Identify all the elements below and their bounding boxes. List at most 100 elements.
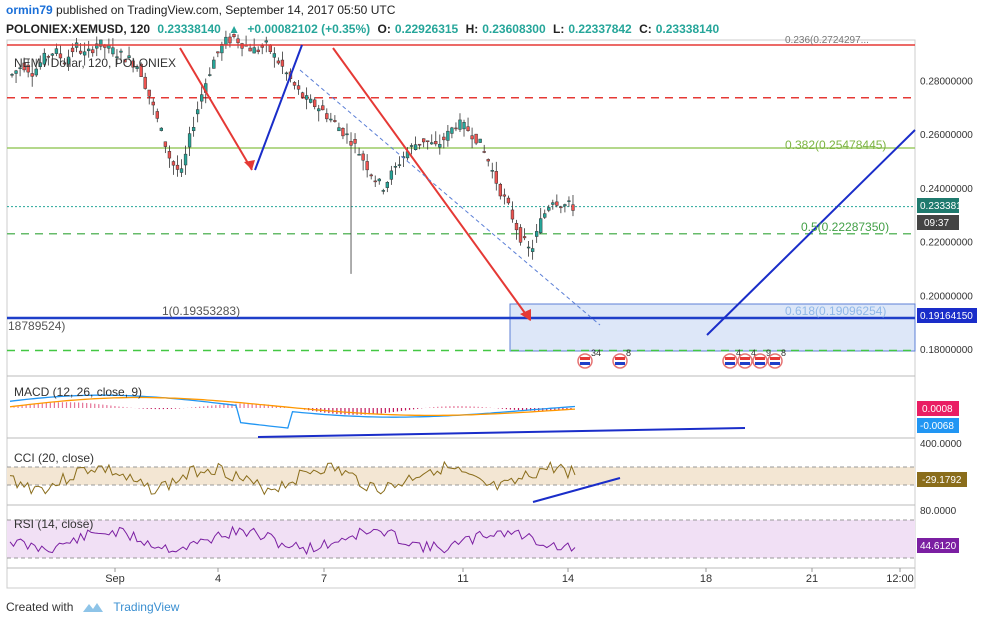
candle-body xyxy=(462,122,466,130)
x-tick-label: 7 xyxy=(321,573,327,585)
candle-body xyxy=(530,248,535,252)
candle-body xyxy=(365,161,369,171)
macd-signal: -0.0068 xyxy=(920,421,954,432)
x-axis: Sep 4 7 11 14 18 21 12:00 xyxy=(105,568,914,585)
candle-body xyxy=(563,204,567,207)
candle-body xyxy=(280,59,285,67)
arrow-head xyxy=(520,309,531,321)
candle-body xyxy=(260,45,264,48)
candle-body xyxy=(50,53,55,56)
candle-body xyxy=(397,164,402,166)
candle-body xyxy=(526,246,531,249)
event-count: 4 xyxy=(751,348,756,358)
fib-618-label: 0.618(0.19096254) xyxy=(785,304,886,318)
y-tick-label: 0.22000000 xyxy=(920,238,973,249)
candle-body xyxy=(252,47,256,54)
candle-body xyxy=(151,101,155,106)
candle-body xyxy=(478,138,482,143)
flag-stripe xyxy=(770,362,780,365)
macd-value: 0.0008 xyxy=(922,404,953,415)
macd-panel xyxy=(9,394,576,429)
candle-body xyxy=(337,127,341,132)
candle-body xyxy=(42,52,46,65)
x-tick-label: 21 xyxy=(806,573,818,585)
candle-body xyxy=(321,105,325,111)
x-tick-label: 4 xyxy=(215,573,221,585)
candle-body xyxy=(446,130,450,141)
rsi-line xyxy=(9,525,576,556)
candle-body xyxy=(159,127,164,131)
arrow-head xyxy=(244,160,255,170)
macd-signal-badge xyxy=(917,418,959,433)
signal-line xyxy=(9,396,576,417)
flag-icon xyxy=(767,353,783,369)
candle-body xyxy=(466,126,470,131)
candle-body xyxy=(147,89,151,97)
fib-382-label: 0.382(0.25478445) xyxy=(785,138,886,152)
rsi-panel xyxy=(9,525,576,556)
candle-body xyxy=(135,66,139,69)
event-count: 34 xyxy=(591,348,601,358)
x-tick-label: Sep xyxy=(105,573,125,585)
x-tick-label: 12:00 xyxy=(886,573,914,585)
candle-body xyxy=(191,127,196,132)
y-tick-label: 0.18000000 xyxy=(920,345,973,356)
candle-body xyxy=(236,38,240,44)
candle-body xyxy=(143,76,147,89)
candle-body xyxy=(571,204,575,211)
candle-body xyxy=(518,227,523,243)
candle-body xyxy=(345,133,349,136)
macd-line xyxy=(9,394,576,429)
candle-body xyxy=(256,49,260,52)
high-label: H: xyxy=(465,22,479,36)
candle-body xyxy=(534,231,539,237)
fib-5-label: 0.5(0.22287350) xyxy=(801,220,889,234)
high-value: 0.23608300 xyxy=(482,22,546,36)
candle-body xyxy=(389,170,394,180)
candle-body xyxy=(547,207,551,211)
candle-body xyxy=(417,143,422,146)
ohlc-line: POLONIEX:XEMUSD, 120 0.23338140 ▲ +0.000… xyxy=(6,22,723,36)
y-tick-label: 0.24000000 xyxy=(920,184,973,195)
candle-body xyxy=(300,92,305,98)
countdown-badge xyxy=(917,215,959,230)
candle-body xyxy=(559,206,563,209)
event-markers: 34 8 4 4 9 8 xyxy=(577,348,786,369)
tradingview-link[interactable]: TradingView xyxy=(113,600,180,614)
blue-projection xyxy=(706,129,916,336)
author[interactable]: ormin79 xyxy=(6,3,53,17)
candle-body xyxy=(10,74,14,76)
candle-body xyxy=(220,43,224,54)
candle-body xyxy=(46,56,51,58)
candle-body xyxy=(87,48,91,52)
candle-body xyxy=(248,47,252,52)
candle-body xyxy=(82,51,87,56)
flag-stripe xyxy=(725,357,735,360)
candle-body xyxy=(95,43,99,49)
flag-stripe xyxy=(740,357,750,360)
low-value: 0.22337842 xyxy=(568,22,632,36)
published-text: published on TradingView.com, September … xyxy=(56,3,396,17)
candle-body xyxy=(555,201,559,206)
candle-body xyxy=(438,144,442,148)
footer: Created with TradingView xyxy=(6,600,179,614)
candle-body xyxy=(78,50,83,54)
candle-body xyxy=(494,171,498,184)
candle-body xyxy=(486,159,490,162)
flag-icon xyxy=(752,353,768,369)
candle-body xyxy=(361,153,365,161)
candle-body xyxy=(409,145,414,147)
dashed-guide xyxy=(299,69,601,326)
candle-body xyxy=(54,48,59,54)
flag-stripe xyxy=(770,357,780,360)
macd-trendline xyxy=(257,427,746,438)
candle-body xyxy=(66,56,71,65)
candle-body xyxy=(195,109,200,115)
candle-body xyxy=(200,94,204,102)
fib-price-badge xyxy=(917,308,977,323)
candlesticks xyxy=(10,30,575,274)
candle-body xyxy=(514,222,519,231)
candle-body xyxy=(308,98,313,103)
candle-body xyxy=(498,183,503,197)
